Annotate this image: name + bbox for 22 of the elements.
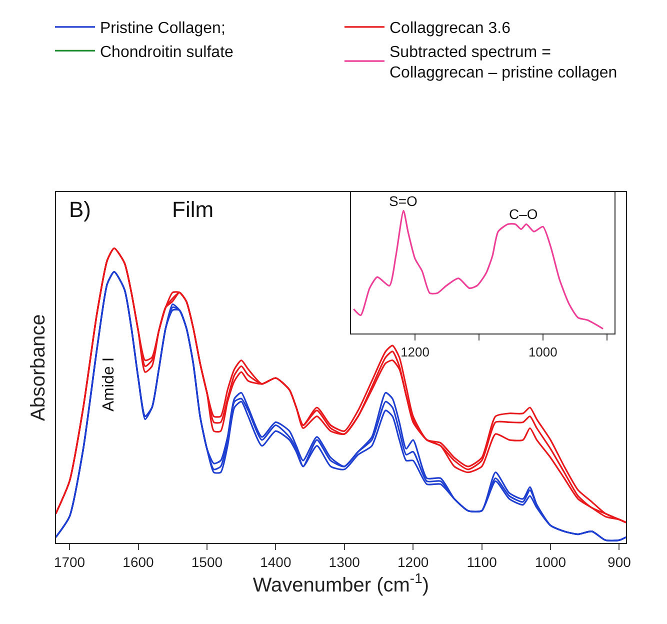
annotation: C–O — [509, 206, 538, 222]
annotation: Amide I — [100, 357, 118, 412]
legend-label: Chondroitin sulfate — [100, 44, 234, 61]
text: Film — [172, 197, 214, 222]
x-tick-label: 900 — [608, 554, 632, 570]
x-tick-label: 1000 — [528, 344, 558, 360]
text: B) — [69, 197, 91, 222]
y-axis-title: Absorbance — [27, 314, 50, 422]
legend-label: Collaggrecan 3.6 — [390, 20, 511, 38]
x-tick-label: 1200 — [398, 554, 429, 570]
x-tick-label: 1600 — [122, 554, 154, 570]
annotation: S=O — [389, 193, 418, 209]
x-tick-label: 1000 — [534, 554, 566, 570]
x-tick-label: 1100 — [466, 554, 498, 570]
x-tick-label: 1500 — [191, 554, 223, 570]
x-tick-label: 1400 — [260, 554, 292, 570]
x-axis-title: Wavenumber (cm$^{-1}$) — [252, 570, 430, 596]
x-tick-label: 1700 — [54, 554, 86, 570]
legend-label: Subtracted spectrum = Collaggrecan – pristine collagen — [390, 44, 618, 82]
x-tick-label: 1200 — [400, 344, 430, 360]
x-tick-label: 1300 — [328, 554, 360, 570]
legend-label: Pristine Collagen; — [100, 20, 226, 38]
